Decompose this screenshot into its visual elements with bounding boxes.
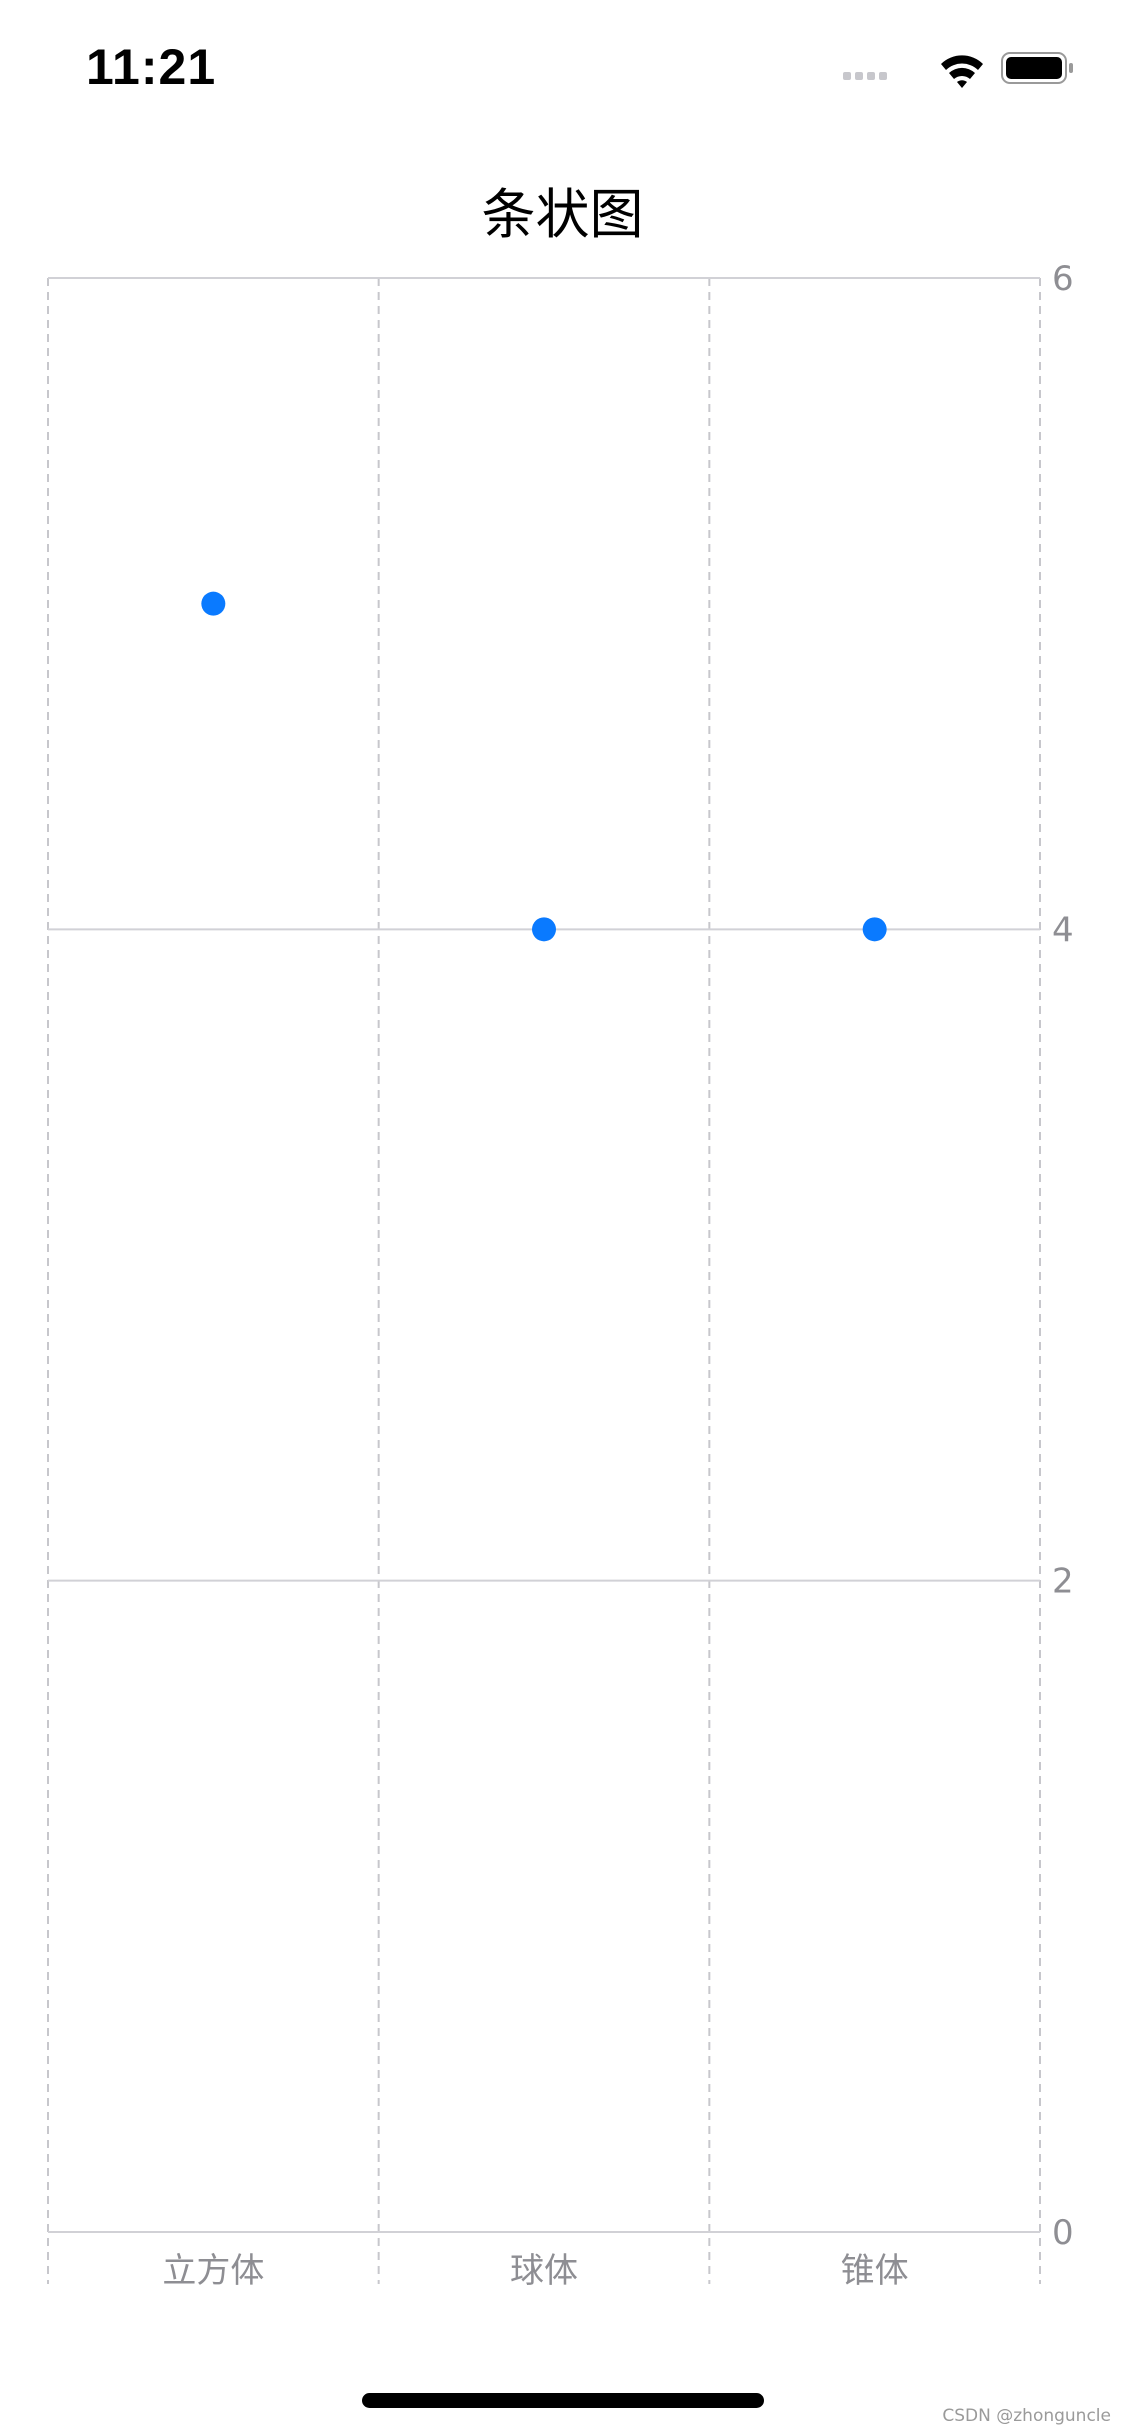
data-points [201, 591, 887, 942]
x-category-label: 立方体 [162, 2251, 264, 2291]
page-title: 条状图 [481, 183, 644, 246]
status-icons [843, 52, 1073, 88]
x-axis-labels: 立方体 球体 锥体 [162, 2251, 908, 2291]
wifi-icon [941, 55, 983, 88]
y-axis-ticks: 0 2 4 6 [1052, 259, 1074, 2253]
status-bar: 11:21 [0, 0, 1125, 140]
y-tick-label: 6 [1052, 259, 1074, 299]
data-point [201, 591, 226, 616]
status-time: 11:21 [86, 39, 217, 95]
data-point [862, 917, 887, 942]
x-category-label: 球体 [510, 2251, 578, 2291]
y-tick-label: 0 [1052, 2213, 1074, 2253]
y-tick-label: 4 [1052, 910, 1074, 950]
chart-grid [47, 277, 1041, 2284]
watermark: CSDN @zhonguncle [942, 2406, 1111, 2426]
battery-icon [1001, 52, 1073, 84]
signal-dots-icon [843, 72, 887, 80]
home-indicator[interactable] [362, 2393, 764, 2408]
y-tick-label: 2 [1052, 1562, 1074, 1602]
x-category-label: 锥体 [841, 2251, 909, 2291]
data-point [532, 917, 556, 942]
